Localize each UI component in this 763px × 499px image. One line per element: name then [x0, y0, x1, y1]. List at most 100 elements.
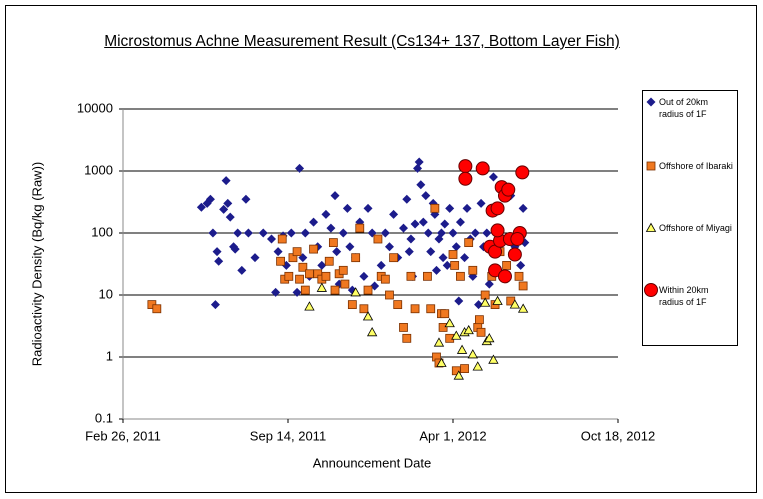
data-point — [451, 242, 461, 252]
data-point — [340, 279, 350, 289]
data-point — [363, 203, 373, 213]
data-point — [482, 228, 492, 238]
chart-frame — [5, 5, 757, 493]
data-point — [393, 300, 403, 310]
data-point — [474, 300, 484, 310]
data-point — [317, 260, 327, 270]
data-point — [295, 163, 305, 173]
data-point — [458, 159, 473, 174]
data-point — [509, 299, 521, 309]
data-point — [363, 285, 373, 295]
data-point — [152, 304, 162, 314]
data-point — [516, 260, 526, 270]
data-point — [267, 234, 276, 244]
x-tick-label: Oct 18, 2012 — [581, 428, 655, 443]
data-point — [330, 191, 340, 201]
data-point — [490, 223, 505, 238]
data-point — [208, 228, 218, 238]
data-point — [484, 279, 494, 289]
data-point — [324, 256, 334, 266]
data-point — [359, 271, 369, 281]
data-point — [355, 223, 365, 233]
data-point — [399, 323, 408, 332]
data-point — [196, 202, 206, 212]
data-point — [384, 242, 394, 252]
data-point — [258, 228, 268, 238]
data-point — [300, 228, 310, 238]
data-point — [292, 287, 302, 297]
legend-label: Offshore of Ibaraki — [659, 161, 733, 171]
data-point — [479, 297, 491, 307]
legend-box — [642, 90, 738, 346]
data-point — [271, 287, 281, 297]
data-point — [221, 176, 231, 186]
data-point — [402, 333, 412, 343]
data-point — [212, 247, 222, 257]
data-point — [309, 244, 318, 254]
data-point — [366, 327, 378, 337]
data-point — [347, 300, 357, 310]
data-point — [305, 269, 314, 279]
data-point — [350, 287, 361, 297]
data-point — [433, 337, 445, 347]
y-tick-label: 1000 — [84, 162, 113, 177]
data-point — [330, 285, 340, 295]
data-point — [338, 228, 348, 238]
y-tick-label: 0.1 — [95, 410, 113, 425]
data-point — [326, 223, 336, 233]
data-point — [467, 349, 478, 359]
y-axis-label: Radioactivity Density (Bq/kg (Raw)) — [29, 162, 44, 366]
legend-marker — [645, 222, 657, 232]
data-point — [295, 274, 304, 284]
x-tick-label: Feb 26, 2011 — [85, 428, 161, 443]
data-point — [304, 301, 315, 311]
data-point — [440, 309, 450, 319]
data-point — [389, 209, 399, 219]
data-point — [510, 232, 525, 247]
data-point — [284, 271, 294, 281]
data-point — [328, 238, 338, 248]
data-point — [440, 219, 450, 229]
data-point — [233, 228, 243, 238]
data-point — [414, 157, 424, 167]
data-point — [421, 191, 431, 201]
data-point — [380, 274, 390, 284]
data-point — [507, 247, 522, 262]
data-point — [444, 317, 455, 328]
data-point — [476, 327, 486, 337]
data-point — [490, 201, 505, 216]
data-point — [488, 354, 499, 364]
y-tick-label: 1 — [106, 348, 113, 363]
data-point — [517, 303, 529, 313]
data-point — [432, 265, 441, 275]
data-point — [454, 296, 464, 306]
x-axis-label: Announcement Date — [313, 455, 432, 470]
data-point — [223, 198, 233, 208]
data-point — [241, 194, 251, 204]
legend-marker — [646, 97, 656, 107]
data-point — [385, 290, 394, 300]
legend-marker — [646, 161, 656, 171]
y-tick-label: 10000 — [77, 100, 113, 115]
data-point — [501, 182, 516, 197]
data-point — [456, 271, 465, 281]
data-point — [292, 247, 302, 257]
data-point — [464, 238, 474, 248]
data-point — [359, 304, 369, 314]
data-point — [448, 250, 458, 259]
data-point — [342, 203, 352, 213]
data-point — [276, 256, 285, 266]
data-point — [518, 281, 528, 291]
data-point — [338, 265, 348, 275]
data-point — [484, 333, 495, 343]
legend-label: Out of 20km radius of 1F — [659, 97, 709, 119]
data-point — [475, 161, 490, 176]
data-point — [277, 234, 287, 244]
data-point — [345, 242, 355, 252]
data-point — [442, 260, 452, 270]
data-point — [445, 203, 455, 213]
data-point — [502, 261, 512, 270]
data-point — [286, 228, 296, 238]
